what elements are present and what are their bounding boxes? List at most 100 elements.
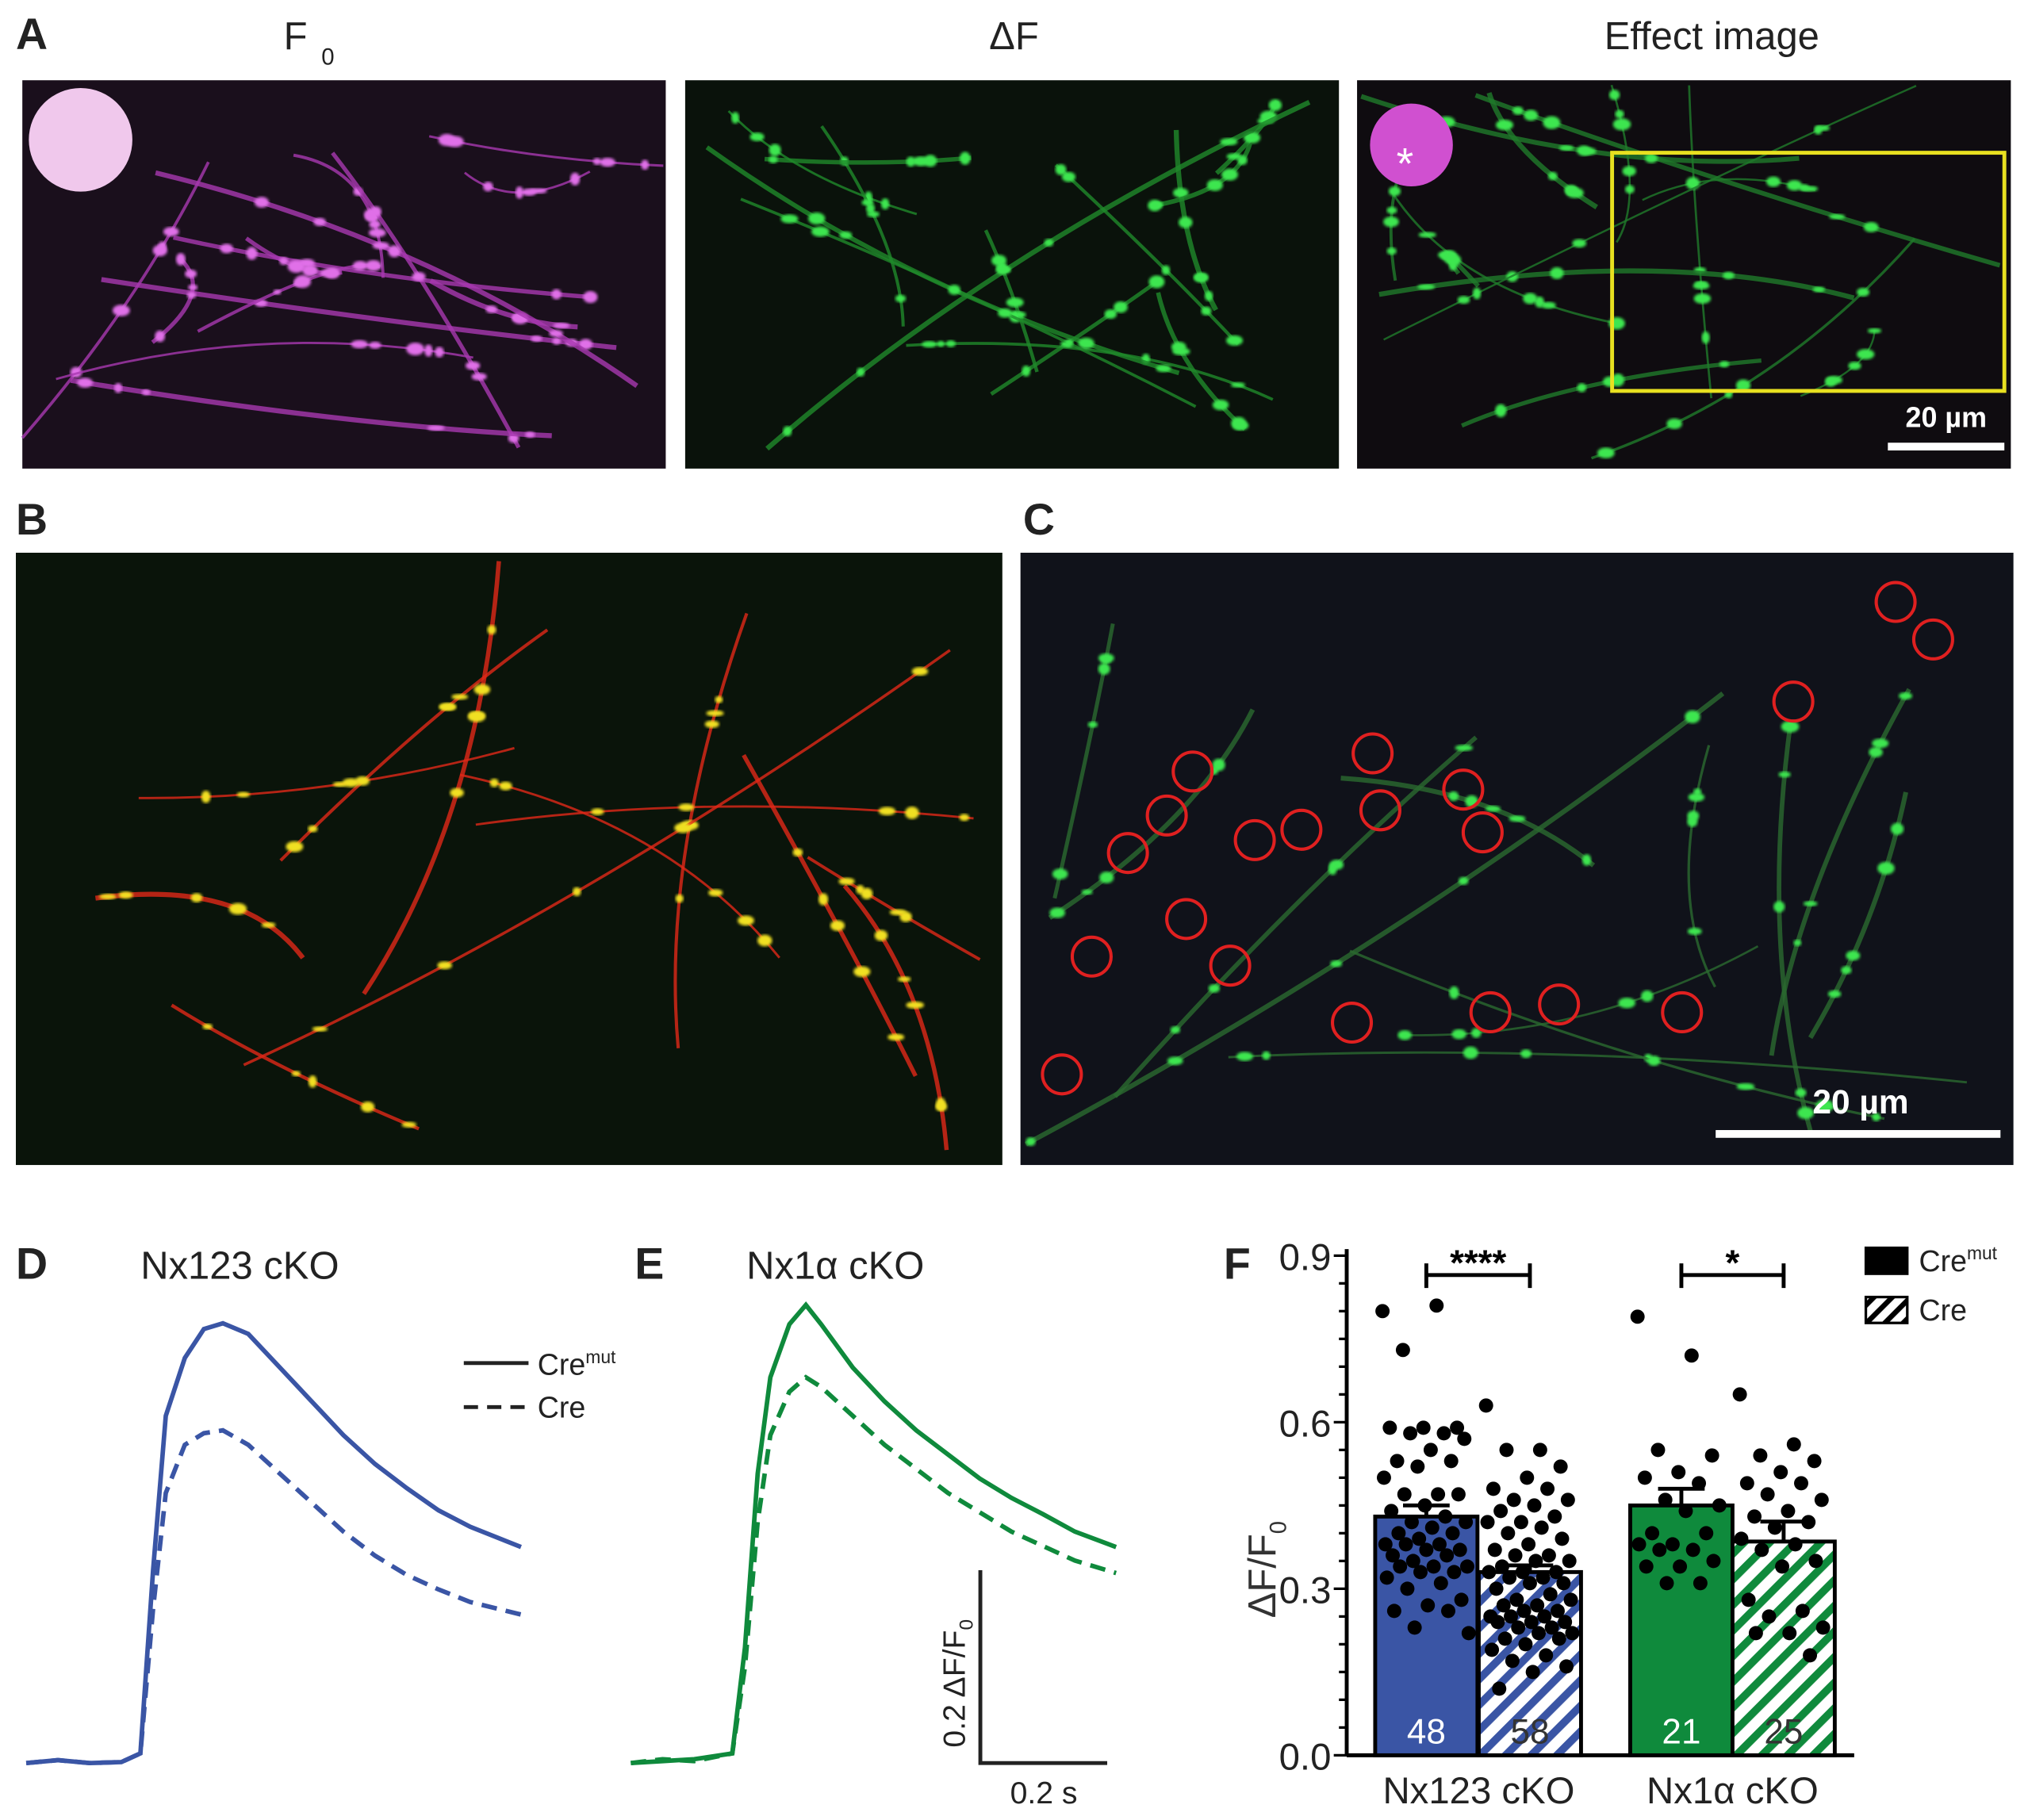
data-point: [1461, 1626, 1476, 1641]
neurite: [1383, 85, 1917, 341]
bouton: [279, 257, 289, 266]
bouton: [1221, 168, 1238, 181]
bouton: [1550, 266, 1564, 279]
neurite: [171, 1003, 420, 1131]
data-point: [1485, 1642, 1500, 1657]
bouton: [1022, 366, 1031, 377]
bouton: [878, 807, 896, 816]
roi-circle: [1538, 983, 1581, 1026]
neurite: [279, 628, 549, 862]
bouton: [904, 807, 919, 819]
neurite: [1390, 190, 1622, 326]
bouton: [749, 132, 765, 142]
neurite: [820, 125, 905, 327]
data-point: [1547, 1509, 1562, 1524]
bouton: [228, 902, 247, 915]
bouton: [471, 373, 487, 381]
bouton: [912, 156, 930, 167]
neurite: [21, 161, 210, 439]
bouton: [1688, 792, 1705, 802]
bouton: [830, 920, 845, 931]
panel-label-d: D: [16, 1240, 48, 1289]
trace-solid: [25, 1320, 522, 1766]
data-point: [1518, 1637, 1533, 1652]
data-point: [1459, 1559, 1474, 1574]
data-point: [1541, 1548, 1556, 1563]
bouton: [1448, 261, 1458, 271]
bouton: [906, 156, 916, 167]
bouton: [1577, 383, 1587, 393]
data-point: [1808, 1554, 1823, 1569]
data-point: [1407, 1620, 1422, 1635]
bouton: [1812, 286, 1825, 293]
significance-label: *: [1726, 1243, 1740, 1283]
bouton: [1212, 758, 1225, 772]
data-point: [1398, 1537, 1413, 1552]
bouton: [1328, 862, 1337, 876]
bouton: [780, 214, 799, 224]
bouton: [1459, 876, 1469, 885]
bouton: [1687, 927, 1702, 935]
bouton: [592, 158, 601, 166]
title-f0-subscript: 0: [321, 44, 334, 71]
bouton: [1262, 1051, 1271, 1060]
bouton: [450, 787, 464, 798]
bouton: [959, 814, 970, 822]
roi-circle: [1165, 898, 1208, 941]
bouton: [838, 877, 855, 885]
data-point: [1397, 1487, 1412, 1502]
scale-bar-c: [1716, 1129, 2001, 1138]
legend-dashed-label: Cre: [538, 1390, 585, 1423]
data-point: [1420, 1598, 1436, 1613]
bouton: [887, 1033, 905, 1041]
image-background: [16, 552, 1002, 1166]
bouton: [1194, 272, 1209, 283]
bouton: [1603, 376, 1617, 387]
bouton: [1736, 1082, 1755, 1090]
data-point: [1685, 1542, 1700, 1558]
bouton: [1856, 288, 1870, 297]
bouton: [1512, 106, 1524, 115]
bouton: [1719, 361, 1730, 368]
bouton: [435, 347, 444, 358]
data-point: [1390, 1454, 1405, 1469]
bar: [1628, 1503, 1735, 1757]
data-point: [1405, 1554, 1420, 1569]
bouton: [1006, 297, 1024, 308]
bouton: [1495, 404, 1507, 417]
category-label: Nx1α cKO: [1647, 1770, 1819, 1812]
bouton: [312, 1026, 328, 1032]
bouton: [549, 330, 563, 337]
bouton: [1797, 1106, 1815, 1120]
bouton: [499, 781, 512, 791]
bouton: [236, 791, 250, 798]
category-label: Nx123 cKO: [1382, 1770, 1574, 1812]
scale-bar-a: [1888, 443, 2005, 451]
data-point: [1786, 1437, 1801, 1452]
bouton: [1693, 293, 1712, 305]
data-point: [1382, 1420, 1397, 1435]
data-point: [1540, 1481, 1555, 1496]
bouton: [473, 684, 491, 695]
bouton: [1693, 788, 1702, 795]
bouton: [361, 1102, 375, 1113]
bouton: [1206, 179, 1223, 191]
neurite: [101, 277, 617, 351]
bouton: [313, 217, 326, 226]
image-delta-f: [684, 80, 1340, 469]
data-point: [1788, 1537, 1803, 1552]
data-point: [1521, 1537, 1536, 1552]
bouton: [874, 929, 888, 941]
bouton: [1386, 247, 1397, 255]
data-point: [1693, 1576, 1708, 1591]
bouton: [1786, 180, 1803, 191]
bouton: [1104, 309, 1117, 320]
bouton: [757, 934, 772, 947]
bouton: [922, 341, 937, 348]
bouton: [261, 921, 276, 928]
bouton: [1114, 301, 1128, 313]
bouton: [370, 206, 381, 217]
bouton: [188, 284, 198, 291]
data-point: [1513, 1515, 1528, 1530]
bouton: [1612, 118, 1631, 131]
